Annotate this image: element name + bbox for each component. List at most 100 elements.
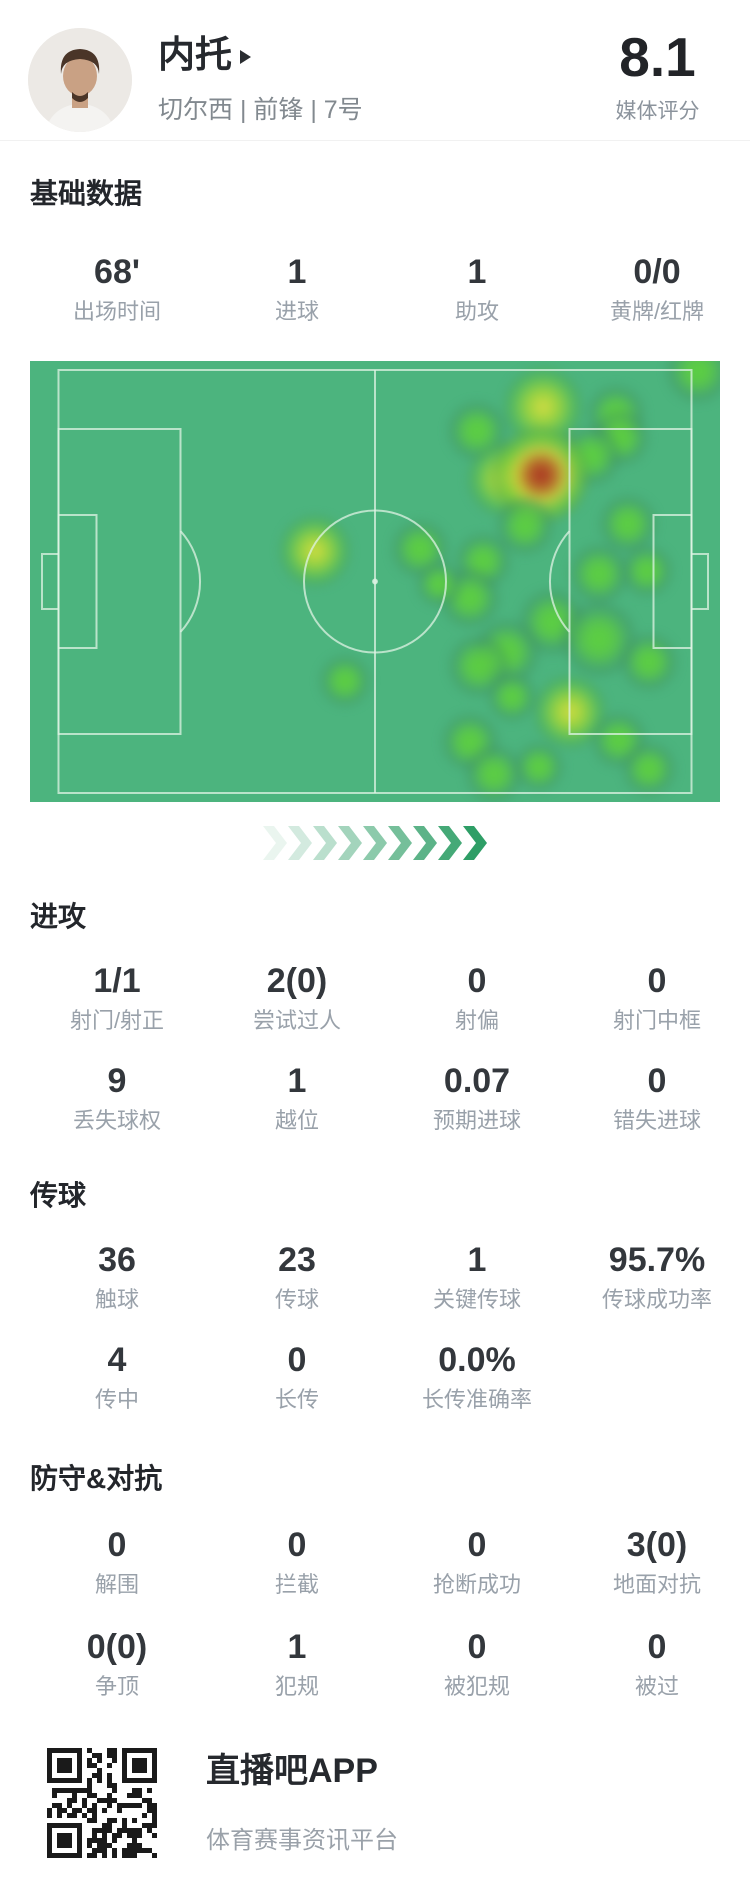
stat-label: 长传准确率 bbox=[421, 1387, 532, 1412]
avatar bbox=[28, 28, 132, 132]
stat-value: 0 bbox=[467, 1628, 487, 1666]
heat-spot bbox=[621, 545, 672, 596]
stat-label: 错失进球 bbox=[612, 1108, 701, 1133]
stat-value: 36 bbox=[98, 1241, 136, 1279]
stat-label: 拦截 bbox=[274, 1572, 319, 1597]
stat-value: 0 bbox=[467, 1526, 487, 1564]
stat-value: 3(0) bbox=[626, 1526, 688, 1564]
stat-value: 95.7% bbox=[608, 1241, 706, 1279]
chevron-progress-divider bbox=[0, 826, 750, 860]
stat-value: 1 bbox=[287, 1062, 307, 1100]
stat-label: 助攻 bbox=[454, 299, 499, 324]
stats-grid: 1/1 射门/射正 2(0) 尝试过人 0 射偏 0 射门中框 bbox=[0, 961, 750, 1035]
stat-label: 越位 bbox=[274, 1108, 319, 1133]
stat-label: 解围 bbox=[94, 1572, 139, 1597]
stat-value: 0 bbox=[287, 1341, 307, 1379]
stats-grid: 68' 出场时间 1 进球 1 助攻 0/0 黄牌/红牌 bbox=[0, 252, 750, 326]
player-heatmap bbox=[30, 361, 720, 802]
stat-passes: 23 传球 bbox=[207, 1240, 387, 1314]
stat-value: 2(0) bbox=[266, 962, 328, 1000]
stat-key-passes: 1 关键传球 bbox=[387, 1240, 567, 1314]
player-header: 内托 切尔西 | 前锋 | 7号 8.1 媒体评分 bbox=[0, 0, 750, 141]
section-basic-data: 基础数据 68' 出场时间 1 进球 1 助攻 0/0 黄牌/红牌 bbox=[0, 177, 750, 326]
stat-label: 出场时间 bbox=[72, 299, 161, 324]
stat-minutes: 68' 出场时间 bbox=[27, 252, 207, 326]
heat-spot bbox=[497, 497, 554, 554]
stat-offsides: 1 越位 bbox=[207, 1061, 387, 1135]
stat-value: 0 bbox=[647, 1062, 667, 1100]
stat-value: 0(0) bbox=[86, 1628, 148, 1666]
heat-spot bbox=[417, 562, 462, 607]
stat-label: 射门/射正 bbox=[69, 1008, 165, 1033]
stat-label: 关键传球 bbox=[432, 1287, 521, 1312]
stat-tackles-won: 0 抢断成功 bbox=[387, 1525, 567, 1599]
stat-label: 预期进球 bbox=[432, 1108, 521, 1133]
media-rating: 8.1 媒体评分 bbox=[595, 28, 720, 125]
stats-grid: 4 传中 0 长传 0.0% 长传准确率 bbox=[0, 1340, 750, 1414]
stat-value: 0 bbox=[647, 1628, 667, 1666]
stat-label: 抢断成功 bbox=[432, 1572, 521, 1597]
stat-interceptions: 0 拦截 bbox=[207, 1525, 387, 1599]
player-name-row[interactable]: 内托 bbox=[158, 34, 595, 76]
section-defense-duels: 防守&对抗 0 解围 0 拦截 0 抢断成功 3(0) 地面对抗 0(0) 争顶 1 犯规 0 被犯规 0… bbox=[0, 1462, 750, 1701]
chevron-icon bbox=[363, 826, 387, 860]
app-tagline: 体育赛事资讯平台 bbox=[206, 1827, 398, 1854]
qr-code bbox=[44, 1745, 160, 1861]
stat-label: 尝试过人 bbox=[252, 1008, 341, 1033]
stat-assists: 1 助攻 bbox=[387, 252, 567, 326]
rating-label: 媒体评分 bbox=[615, 100, 700, 123]
stat-label: 射偏 bbox=[454, 1008, 499, 1033]
chevron-icon bbox=[338, 826, 362, 860]
stat-value: 23 bbox=[278, 1241, 316, 1279]
stat-value: 0.07 bbox=[443, 1062, 511, 1100]
stat-label: 传球 bbox=[274, 1287, 319, 1312]
stat-label: 传球成功率 bbox=[601, 1287, 712, 1312]
stat-label: 进球 bbox=[274, 299, 319, 324]
chevron-icon bbox=[313, 826, 337, 860]
stat-value: 0 bbox=[107, 1526, 127, 1564]
stat-dribbles: 2(0) 尝试过人 bbox=[207, 961, 387, 1035]
section-title: 防守&对抗 bbox=[30, 1463, 163, 1494]
stat-label: 地面对抗 bbox=[612, 1572, 701, 1597]
player-info: 内托 切尔西 | 前锋 | 7号 bbox=[158, 28, 595, 126]
stat-crosses: 4 传中 bbox=[27, 1340, 207, 1414]
heat-spot bbox=[622, 742, 675, 795]
pitch-markings bbox=[41, 369, 709, 794]
stat-goals: 1 进球 bbox=[207, 252, 387, 326]
stat-label: 射门中框 bbox=[612, 1008, 701, 1033]
player-name: 内托 bbox=[158, 34, 232, 75]
stat-value: 1 bbox=[287, 253, 307, 291]
chevron-right-icon bbox=[240, 50, 251, 64]
heat-spot bbox=[514, 743, 563, 792]
stats-grid: 0(0) 争顶 1 犯规 0 被犯规 0 被过 bbox=[0, 1627, 750, 1701]
stats-grid: 0 解围 0 拦截 0 抢断成功 3(0) 地面对抗 bbox=[0, 1525, 750, 1599]
stat-label: 犯规 bbox=[274, 1674, 319, 1699]
app-name: 直播吧APP bbox=[206, 1752, 378, 1790]
heat-spot bbox=[620, 634, 677, 691]
rating-value: 8.1 bbox=[619, 26, 696, 88]
stat-clearances: 0 解围 bbox=[27, 1525, 207, 1599]
heat-spot bbox=[569, 545, 628, 603]
chevron-icon bbox=[288, 826, 312, 860]
section-title: 传球 bbox=[30, 1180, 87, 1211]
stat-label: 黄牌/红牌 bbox=[609, 299, 705, 324]
stat-value: 1/1 bbox=[93, 962, 141, 1000]
stat-shots: 1/1 射门/射正 bbox=[27, 961, 207, 1035]
chevron-icon bbox=[413, 826, 437, 860]
chevron-icon bbox=[438, 826, 462, 860]
stat-value: 0 bbox=[467, 962, 487, 1000]
heat-spot bbox=[279, 516, 350, 587]
heat-spot bbox=[319, 656, 370, 707]
footer-text: 直播吧APP 体育赛事资讯平台 bbox=[206, 1751, 398, 1855]
stat-value: 1 bbox=[287, 1628, 307, 1666]
stat-aerial-duels: 0(0) 争顶 bbox=[27, 1627, 207, 1701]
chevron-icon bbox=[388, 826, 412, 860]
stat-value: 0/0 bbox=[633, 253, 681, 291]
stat-shots-off: 0 射偏 bbox=[387, 961, 567, 1035]
stat-value: 0 bbox=[647, 962, 667, 1000]
stat-value: 9 bbox=[107, 1062, 127, 1100]
stat-fouls: 1 犯规 bbox=[207, 1627, 387, 1701]
stat-ground-duels: 3(0) 地面对抗 bbox=[567, 1525, 747, 1599]
stat-value: 0 bbox=[287, 1526, 307, 1564]
stat-touches: 36 触球 bbox=[27, 1240, 207, 1314]
